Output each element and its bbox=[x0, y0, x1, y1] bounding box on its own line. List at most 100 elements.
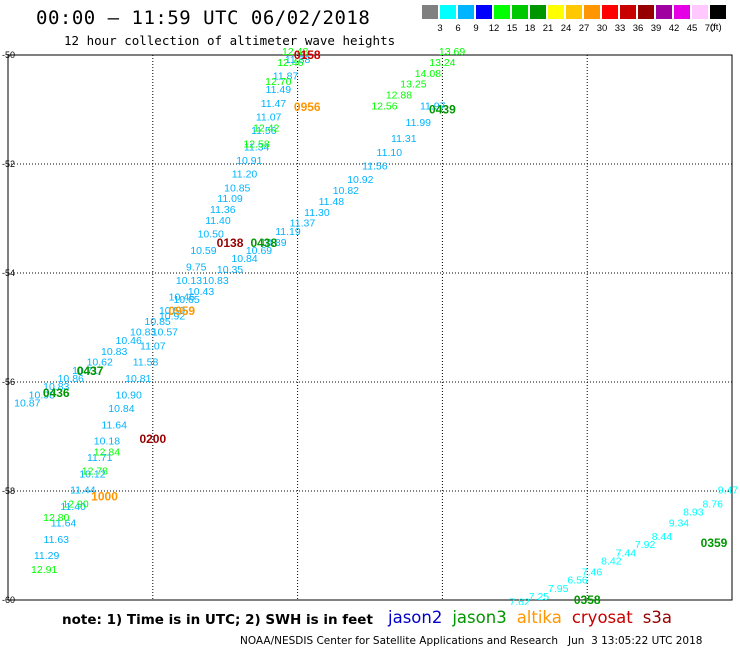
swh-value-cryosat: 12.80 bbox=[43, 512, 69, 524]
color-scale-label: 42 bbox=[668, 23, 680, 34]
swh-value-altika: 11.64 bbox=[51, 517, 77, 529]
swh-value-jason3: 10.82 bbox=[333, 185, 359, 197]
color-scale-label: 15 bbox=[506, 23, 518, 34]
swh-value-altika: 11.29 bbox=[34, 550, 60, 562]
swh-value-jason3: 10.92 bbox=[347, 174, 373, 186]
swh-value-altika: 11.49 bbox=[266, 84, 292, 96]
color-scale-label: 30 bbox=[596, 23, 608, 34]
color-swatch bbox=[584, 5, 600, 19]
swh-value-altika: 11.07 bbox=[256, 111, 282, 123]
swh-value-jason3: 10.83 bbox=[43, 381, 69, 393]
swh-value-jason3: 10.98 bbox=[29, 389, 55, 401]
swh-value-altika: 11.64 bbox=[101, 419, 127, 431]
swh-value-jason2: 8.76 bbox=[702, 498, 723, 510]
color-swatch bbox=[566, 5, 582, 19]
swh-value-jason3: 11.31 bbox=[391, 133, 417, 145]
swh-value-altika: 10.57 bbox=[152, 327, 178, 339]
swh-value-jason3: 10.89 bbox=[260, 237, 286, 249]
swh-value-altika: 11.63 bbox=[44, 534, 70, 546]
legend-jason2: jason2 bbox=[388, 608, 443, 627]
swh-value-cryosat: 12.78 bbox=[82, 466, 108, 478]
color-swatch bbox=[548, 5, 564, 19]
pass-time-label: 0358 bbox=[574, 593, 601, 605]
pass-time-label: 0437 bbox=[77, 364, 104, 378]
swh-value-jason3: 10.83 bbox=[130, 327, 156, 339]
swh-value-altika: 10.85 bbox=[224, 182, 250, 194]
pass-time-label: 0200 bbox=[139, 432, 166, 446]
swh-value-altika: 10.12 bbox=[79, 468, 105, 480]
swh-value-altika: 10.46 bbox=[169, 291, 195, 303]
swh-value-cryosat: 12.42 bbox=[253, 122, 279, 134]
color-swatch bbox=[710, 5, 726, 19]
swh-value-jason2: 7.46 bbox=[582, 566, 603, 578]
swh-value-altika: 11.34 bbox=[244, 141, 270, 153]
swh-value-jason3: 10.86 bbox=[58, 373, 84, 385]
color-scale-unit: (ft) bbox=[710, 22, 722, 33]
swh-value-altika: 11.07 bbox=[140, 340, 166, 352]
legend-cryosat: cryosat bbox=[571, 608, 633, 627]
swh-value-altika: 10.84 bbox=[108, 403, 134, 415]
swh-value-altika: 10.50 bbox=[198, 229, 224, 241]
swh-value-cryosat: 13.69 bbox=[439, 46, 465, 58]
swh-value-jason3: 10.83 bbox=[202, 275, 228, 287]
pass-time-label: 1000 bbox=[91, 489, 118, 503]
axis-tick-labels: 105108111114117120-50-52-54-56-58-60 bbox=[2, 50, 15, 605]
swh-value-altika: 10.18 bbox=[94, 436, 120, 448]
swh-value-altika: 11.87 bbox=[273, 71, 299, 83]
swh-value-jason3: 10.65 bbox=[173, 294, 199, 306]
swh-value-altika: 11.71 bbox=[87, 452, 113, 464]
swh-value-altika: 11.20 bbox=[232, 169, 258, 181]
color-scale-label: 24 bbox=[560, 23, 572, 34]
swh-value-cryosat: 12.88 bbox=[386, 90, 412, 102]
swh-value-jason3: 11.37 bbox=[290, 218, 316, 230]
pass-time-label: 0158 bbox=[294, 48, 321, 62]
color-swatch bbox=[512, 5, 528, 19]
legend-s3a: s3a bbox=[642, 608, 672, 627]
chart-subtitle: 12 hour collection of altimeter wave hei… bbox=[64, 33, 396, 48]
swh-value-jason3: 10.69 bbox=[246, 245, 272, 257]
swh-value-jason2: 8.93 bbox=[683, 507, 704, 519]
swh-value-altika: 11.58 bbox=[133, 357, 159, 369]
swh-value-jason2: 7.92 bbox=[635, 539, 656, 551]
swh-value-jason2: 7.95 bbox=[548, 583, 569, 595]
color-swatch bbox=[638, 5, 654, 19]
y-tick-label: -52 bbox=[2, 159, 15, 169]
swh-value-jason3: 11.56 bbox=[362, 160, 388, 172]
swh-value-jason2: 6.56 bbox=[567, 575, 588, 587]
footer-credit: NOAA/NESDIS Center for Satellite Applica… bbox=[240, 635, 703, 647]
swh-value-cryosat: 14.08 bbox=[415, 68, 441, 80]
y-tick-label: -60 bbox=[2, 595, 15, 605]
swh-value-jason3: 10.87 bbox=[14, 398, 40, 410]
color-swatch bbox=[476, 5, 492, 19]
swh-value-jason3: 10.46 bbox=[116, 335, 142, 347]
swh-value-cryosat: 13.25 bbox=[400, 79, 426, 91]
swh-value-jason3: 11.30 bbox=[304, 207, 330, 219]
swh-value-jason3: 10.59 bbox=[159, 305, 185, 317]
swh-value-altika: 10.13 bbox=[176, 275, 202, 287]
swh-value-jason3: 11.97 bbox=[420, 101, 446, 113]
swh-value-cryosat: 12.90 bbox=[62, 498, 88, 510]
y-tick-label: -54 bbox=[2, 268, 15, 278]
swh-value-jason3: 10.62 bbox=[87, 357, 113, 369]
pass-time-label: 0138 bbox=[217, 236, 244, 250]
swh-value-jason3: 11.48 bbox=[319, 196, 345, 208]
swh-value-cryosat: 13.24 bbox=[429, 57, 455, 69]
color-swatch bbox=[620, 5, 636, 19]
color-scale-label: 12 bbox=[488, 23, 500, 34]
swh-value-altika: 11.36 bbox=[210, 204, 236, 216]
color-scale-label: 9 bbox=[473, 23, 479, 34]
swh-value-jason3: 10.84 bbox=[231, 253, 257, 265]
footer-note: note: 1) Time is in UTC; 2) SWH is in fe… bbox=[62, 612, 373, 628]
swh-value-jason2: 7.25 bbox=[529, 591, 550, 603]
swh-value-jason2: 8.44 bbox=[652, 531, 673, 543]
swh-value-jason3: 10.43 bbox=[188, 286, 214, 298]
swh-value-altika: 10.92 bbox=[159, 310, 185, 322]
pass-time-labels: 0158 0956 0439 0438 0138 0959 0437 0436 0200 1000… bbox=[43, 48, 728, 605]
swh-value-jason3: 11.10 bbox=[377, 147, 403, 159]
color-scale-label: 33 bbox=[614, 23, 626, 34]
grid-lines bbox=[8, 55, 732, 600]
swh-value-cryosat: 12.58 bbox=[243, 139, 269, 151]
swh-value-cryosat: 12.91 bbox=[31, 564, 57, 576]
swh-value-altika: 11.40 bbox=[60, 501, 86, 513]
pass-time-label: 0956 bbox=[294, 100, 321, 114]
